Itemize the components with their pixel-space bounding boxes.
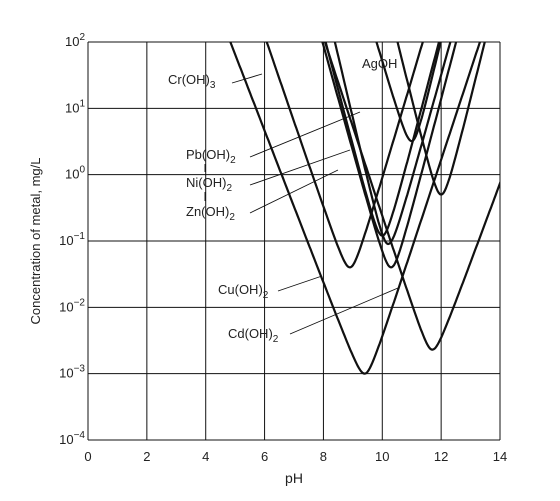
series-label: Ni(OH)2 bbox=[186, 175, 232, 194]
series-label: Cu(OH)2 bbox=[218, 282, 269, 301]
leader-line bbox=[231, 73, 263, 84]
leader-line bbox=[249, 111, 361, 158]
x-tick-label: 14 bbox=[493, 449, 507, 464]
curves bbox=[229, 42, 500, 375]
series-curve bbox=[396, 42, 486, 196]
x-tick-label: 0 bbox=[84, 449, 91, 464]
x-tick-label: 4 bbox=[202, 449, 209, 464]
series-curve bbox=[265, 42, 424, 269]
series-curve bbox=[333, 42, 452, 246]
x-tick-label: 2 bbox=[143, 449, 150, 464]
series-label: AgOH bbox=[362, 56, 397, 71]
y-tick-label: 100 bbox=[65, 165, 85, 182]
y-tick-label: 102 bbox=[65, 32, 85, 49]
series-curve bbox=[323, 42, 500, 351]
y-axis-label: Concentration of metal, mg/L bbox=[28, 158, 43, 325]
series-curve bbox=[229, 42, 482, 375]
y-tick-label: 10−3 bbox=[59, 364, 85, 381]
series-label: Cd(OH)2 bbox=[228, 326, 279, 345]
y-tick-label: 10−2 bbox=[59, 297, 85, 314]
x-tick-label: 10 bbox=[375, 449, 389, 464]
x-tick-label: 8 bbox=[320, 449, 327, 464]
series-label: Pb(OH)2 bbox=[186, 147, 236, 166]
leader-line bbox=[249, 149, 351, 186]
leader-line bbox=[277, 275, 323, 292]
x-tick-label: 12 bbox=[434, 449, 448, 464]
y-tick-label: 10−1 bbox=[59, 231, 85, 248]
leader-line bbox=[289, 287, 399, 335]
x-tick-label: 6 bbox=[261, 449, 268, 464]
x-axis-label: pH bbox=[285, 470, 303, 486]
annotations: Cr(OH)3 Pb(OH)2 Ni(OH)2 Zn(OH)2 Cu(OH)2 Cd(OH… bbox=[168, 56, 399, 345]
leader-line bbox=[249, 169, 339, 214]
y-tick-label: 10−4 bbox=[59, 430, 85, 447]
series-curve bbox=[321, 42, 458, 269]
y-tick-label: 101 bbox=[65, 98, 85, 115]
series-label: Zn(OH)2 bbox=[186, 204, 235, 223]
tick-labels: 0 2 4 6 8 10 12 14 10−4 10−3 10−2 10−1 100 101 102 bbox=[59, 32, 507, 464]
series-curve bbox=[324, 42, 441, 237]
grid bbox=[87, 41, 501, 441]
series-label: Cr(OH)3 bbox=[168, 72, 216, 91]
